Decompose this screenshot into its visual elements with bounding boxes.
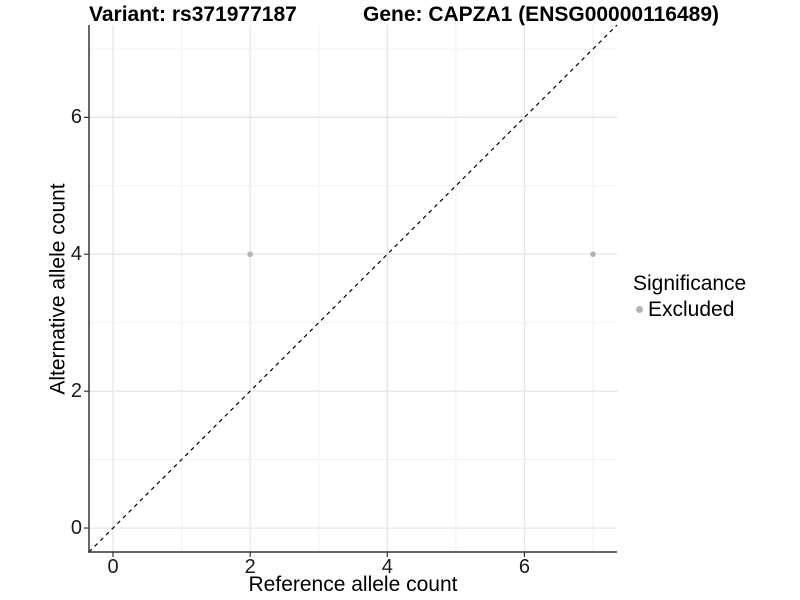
y-axis-title: Alternative allele count	[46, 183, 70, 395]
y-tick-label: 0	[70, 517, 82, 540]
x-axis-title: Reference allele count	[248, 573, 458, 596]
legend-item: Excluded	[633, 298, 746, 321]
plot-title-variant: Variant: rs371977187	[89, 3, 297, 26]
legend-items: Excluded	[633, 298, 746, 321]
y-tick-label: 4	[70, 243, 82, 266]
x-tick-label: 2	[244, 556, 256, 578]
legend: Significance Excluded	[633, 272, 746, 321]
x-tick-label: 4	[381, 556, 393, 578]
data-point	[590, 251, 596, 258]
y-tick-label: 2	[70, 380, 82, 403]
x-tick-label: 0	[107, 556, 119, 578]
legend-point-swatch-icon	[636, 306, 643, 313]
legend-item-label: Excluded	[648, 298, 735, 321]
legend-title: Significance	[633, 272, 747, 295]
y-tick-label: 6	[70, 106, 82, 129]
plot-title-gene: Gene: CAPZA1 (ENSG00000116489)	[363, 3, 720, 26]
identity-line	[88, 24, 618, 553]
data-point	[247, 251, 253, 258]
x-tick-label: 6	[518, 556, 530, 578]
